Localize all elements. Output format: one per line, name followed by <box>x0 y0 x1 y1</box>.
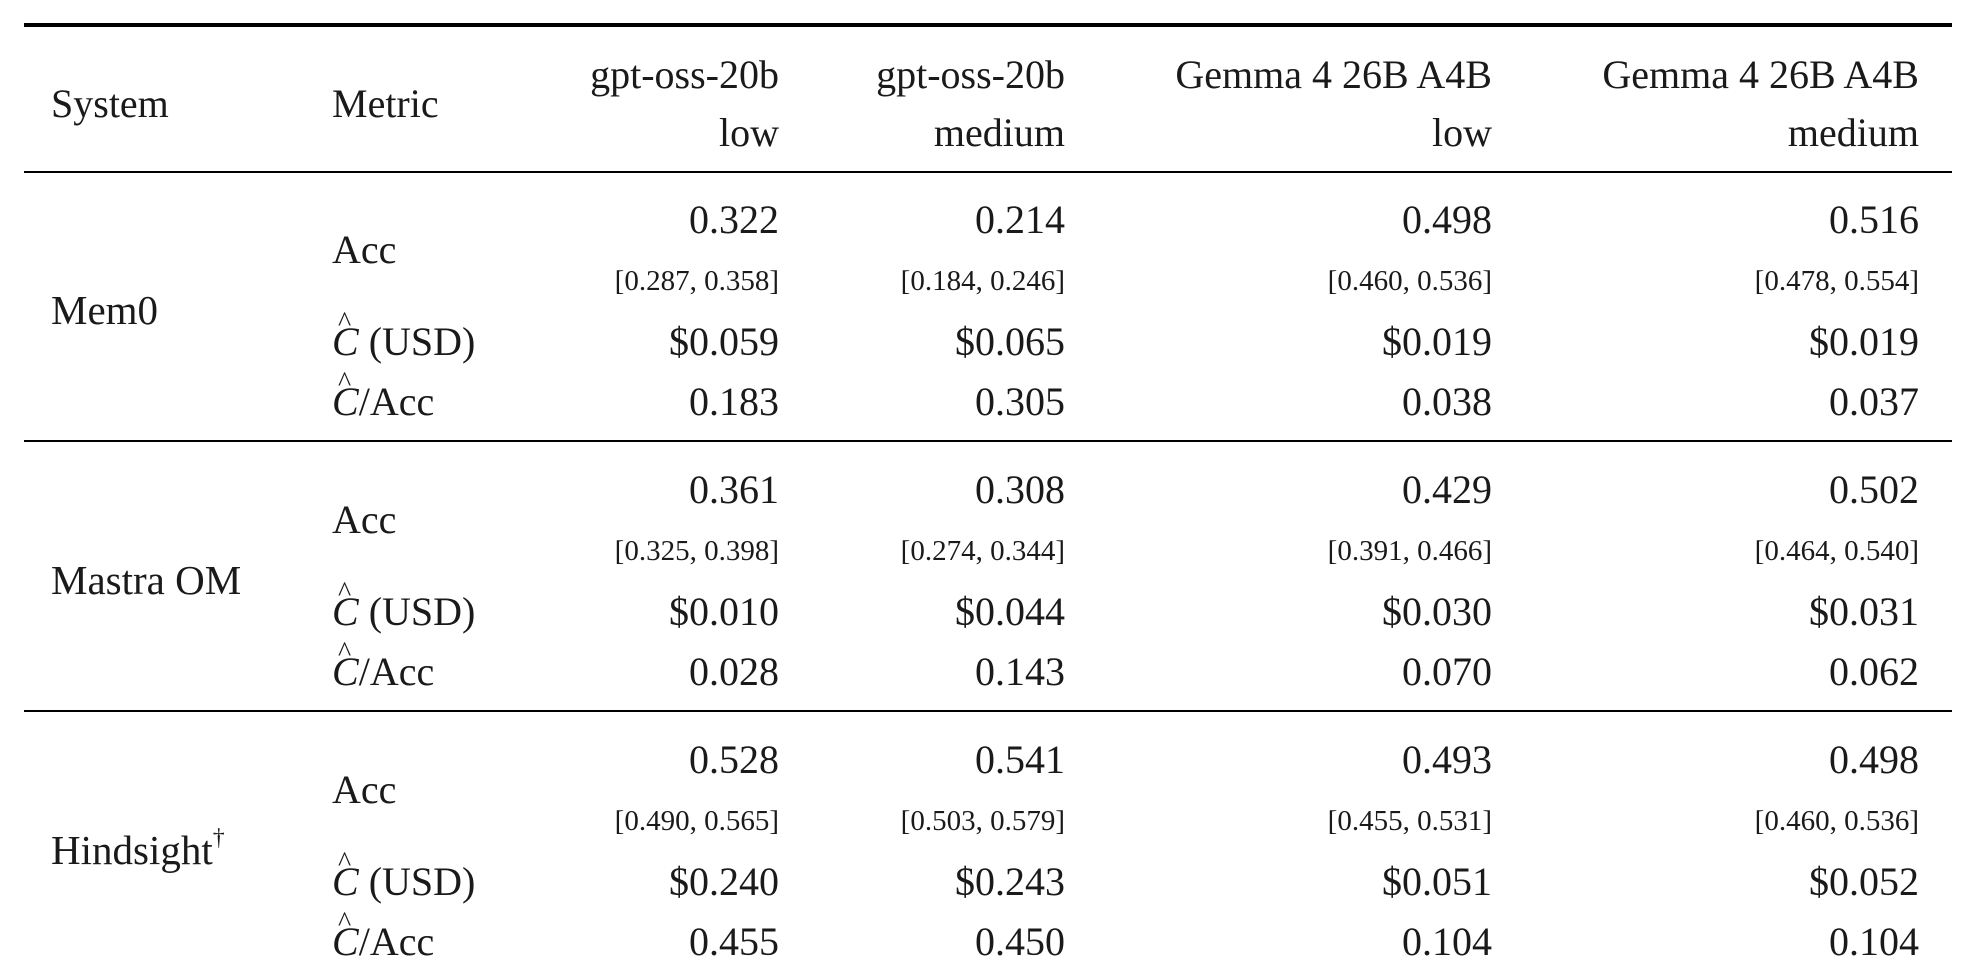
cost-value: $0.031 <box>1809 589 1919 634</box>
acc-value: 0.502 <box>1829 467 1919 512</box>
cost-value: $0.052 <box>1809 859 1919 904</box>
cost-value: $0.051 <box>1382 859 1492 904</box>
system-name-mastra-om: Mastra OM <box>51 557 242 603</box>
confidence-interval: [0.455, 0.531] <box>1327 805 1492 837</box>
group-rule <box>24 440 1952 442</box>
cost-value: $0.010 <box>669 589 779 634</box>
header-col2-line2: medium <box>933 110 1065 155</box>
confidence-interval: [0.460, 0.536] <box>1327 265 1492 297</box>
header-col1-line2: low <box>719 110 779 155</box>
confidence-interval: [0.274, 0.344] <box>900 535 1065 567</box>
acc-value: 0.528 <box>689 737 779 782</box>
cost-per-acc-value: 0.104 <box>1402 919 1492 964</box>
cost-per-acc-value: 0.038 <box>1402 379 1492 424</box>
confidence-interval: [0.184, 0.246] <box>900 265 1065 297</box>
confidence-interval: [0.391, 0.466] <box>1327 535 1492 567</box>
metric-cost: C (USD) <box>332 579 475 632</box>
cost-per-acc-value: 0.305 <box>975 379 1065 424</box>
metric-acc: Acc <box>332 497 397 542</box>
metric-cost: C (USD) <box>332 849 475 902</box>
cost-per-acc-value: 0.070 <box>1402 649 1492 694</box>
confidence-interval: [0.460, 0.536] <box>1754 805 1919 837</box>
top-rule <box>24 23 1952 27</box>
header-col3-line1: Gemma 4 26B A4B <box>1175 52 1492 97</box>
cost-value: $0.243 <box>955 859 1065 904</box>
confidence-interval: [0.478, 0.554] <box>1754 265 1919 297</box>
acc-value: 0.516 <box>1829 197 1919 242</box>
acc-value: 0.429 <box>1402 467 1492 512</box>
cost-value: $0.044 <box>955 589 1065 634</box>
acc-value: 0.498 <box>1829 737 1919 782</box>
cost-per-acc-value: 0.062 <box>1829 649 1919 694</box>
metric-cost: C (USD) <box>332 309 475 362</box>
cost-per-acc-value: 0.455 <box>689 919 779 964</box>
metric-cost-per-acc: C/Acc <box>332 909 434 962</box>
metric-cost-per-acc: C/Acc <box>332 639 434 692</box>
acc-value: 0.308 <box>975 467 1065 512</box>
cost-per-acc-value: 0.037 <box>1829 379 1919 424</box>
group-rule <box>24 710 1952 712</box>
cost-value: $0.065 <box>955 319 1065 364</box>
cost-value: $0.019 <box>1809 319 1919 364</box>
header-col3-line2: low <box>1432 110 1492 155</box>
cost-per-acc-value: 0.104 <box>1829 919 1919 964</box>
header-col4-line2: medium <box>1787 110 1919 155</box>
confidence-interval: [0.325, 0.398] <box>614 535 779 567</box>
header-col1-line1: gpt-oss-20b <box>590 52 779 97</box>
dagger-footnote-mark: † <box>212 825 225 851</box>
confidence-interval: [0.503, 0.579] <box>900 805 1065 837</box>
cost-per-acc-value: 0.450 <box>975 919 1065 964</box>
acc-value: 0.322 <box>689 197 779 242</box>
metric-acc: Acc <box>332 227 397 272</box>
confidence-interval: [0.490, 0.565] <box>614 805 779 837</box>
metric-acc: Acc <box>332 767 397 812</box>
acc-value: 0.498 <box>1402 197 1492 242</box>
system-name-hindsight: Hindsight† <box>51 825 225 873</box>
acc-value: 0.493 <box>1402 737 1492 782</box>
cost-value: $0.019 <box>1382 319 1492 364</box>
cost-per-acc-value: 0.143 <box>975 649 1065 694</box>
cost-value: $0.240 <box>669 859 779 904</box>
header-rule <box>24 171 1952 173</box>
acc-value: 0.541 <box>975 737 1065 782</box>
cost-value: $0.059 <box>669 319 779 364</box>
cost-per-acc-value: 0.183 <box>689 379 779 424</box>
header-col4-line1: Gemma 4 26B A4B <box>1602 52 1919 97</box>
confidence-interval: [0.287, 0.358] <box>614 265 779 297</box>
cost-per-acc-value: 0.028 <box>689 649 779 694</box>
system-name-mem0: Mem0 <box>51 287 159 333</box>
acc-value: 0.361 <box>689 467 779 512</box>
acc-value: 0.214 <box>975 197 1065 242</box>
header-metric: Metric <box>332 81 439 126</box>
confidence-interval: [0.464, 0.540] <box>1754 535 1919 567</box>
metric-cost-per-acc: C/Acc <box>332 369 434 422</box>
cost-value: $0.030 <box>1382 589 1492 634</box>
header-system: System <box>51 81 169 126</box>
header-col2-line1: gpt-oss-20b <box>876 52 1065 97</box>
